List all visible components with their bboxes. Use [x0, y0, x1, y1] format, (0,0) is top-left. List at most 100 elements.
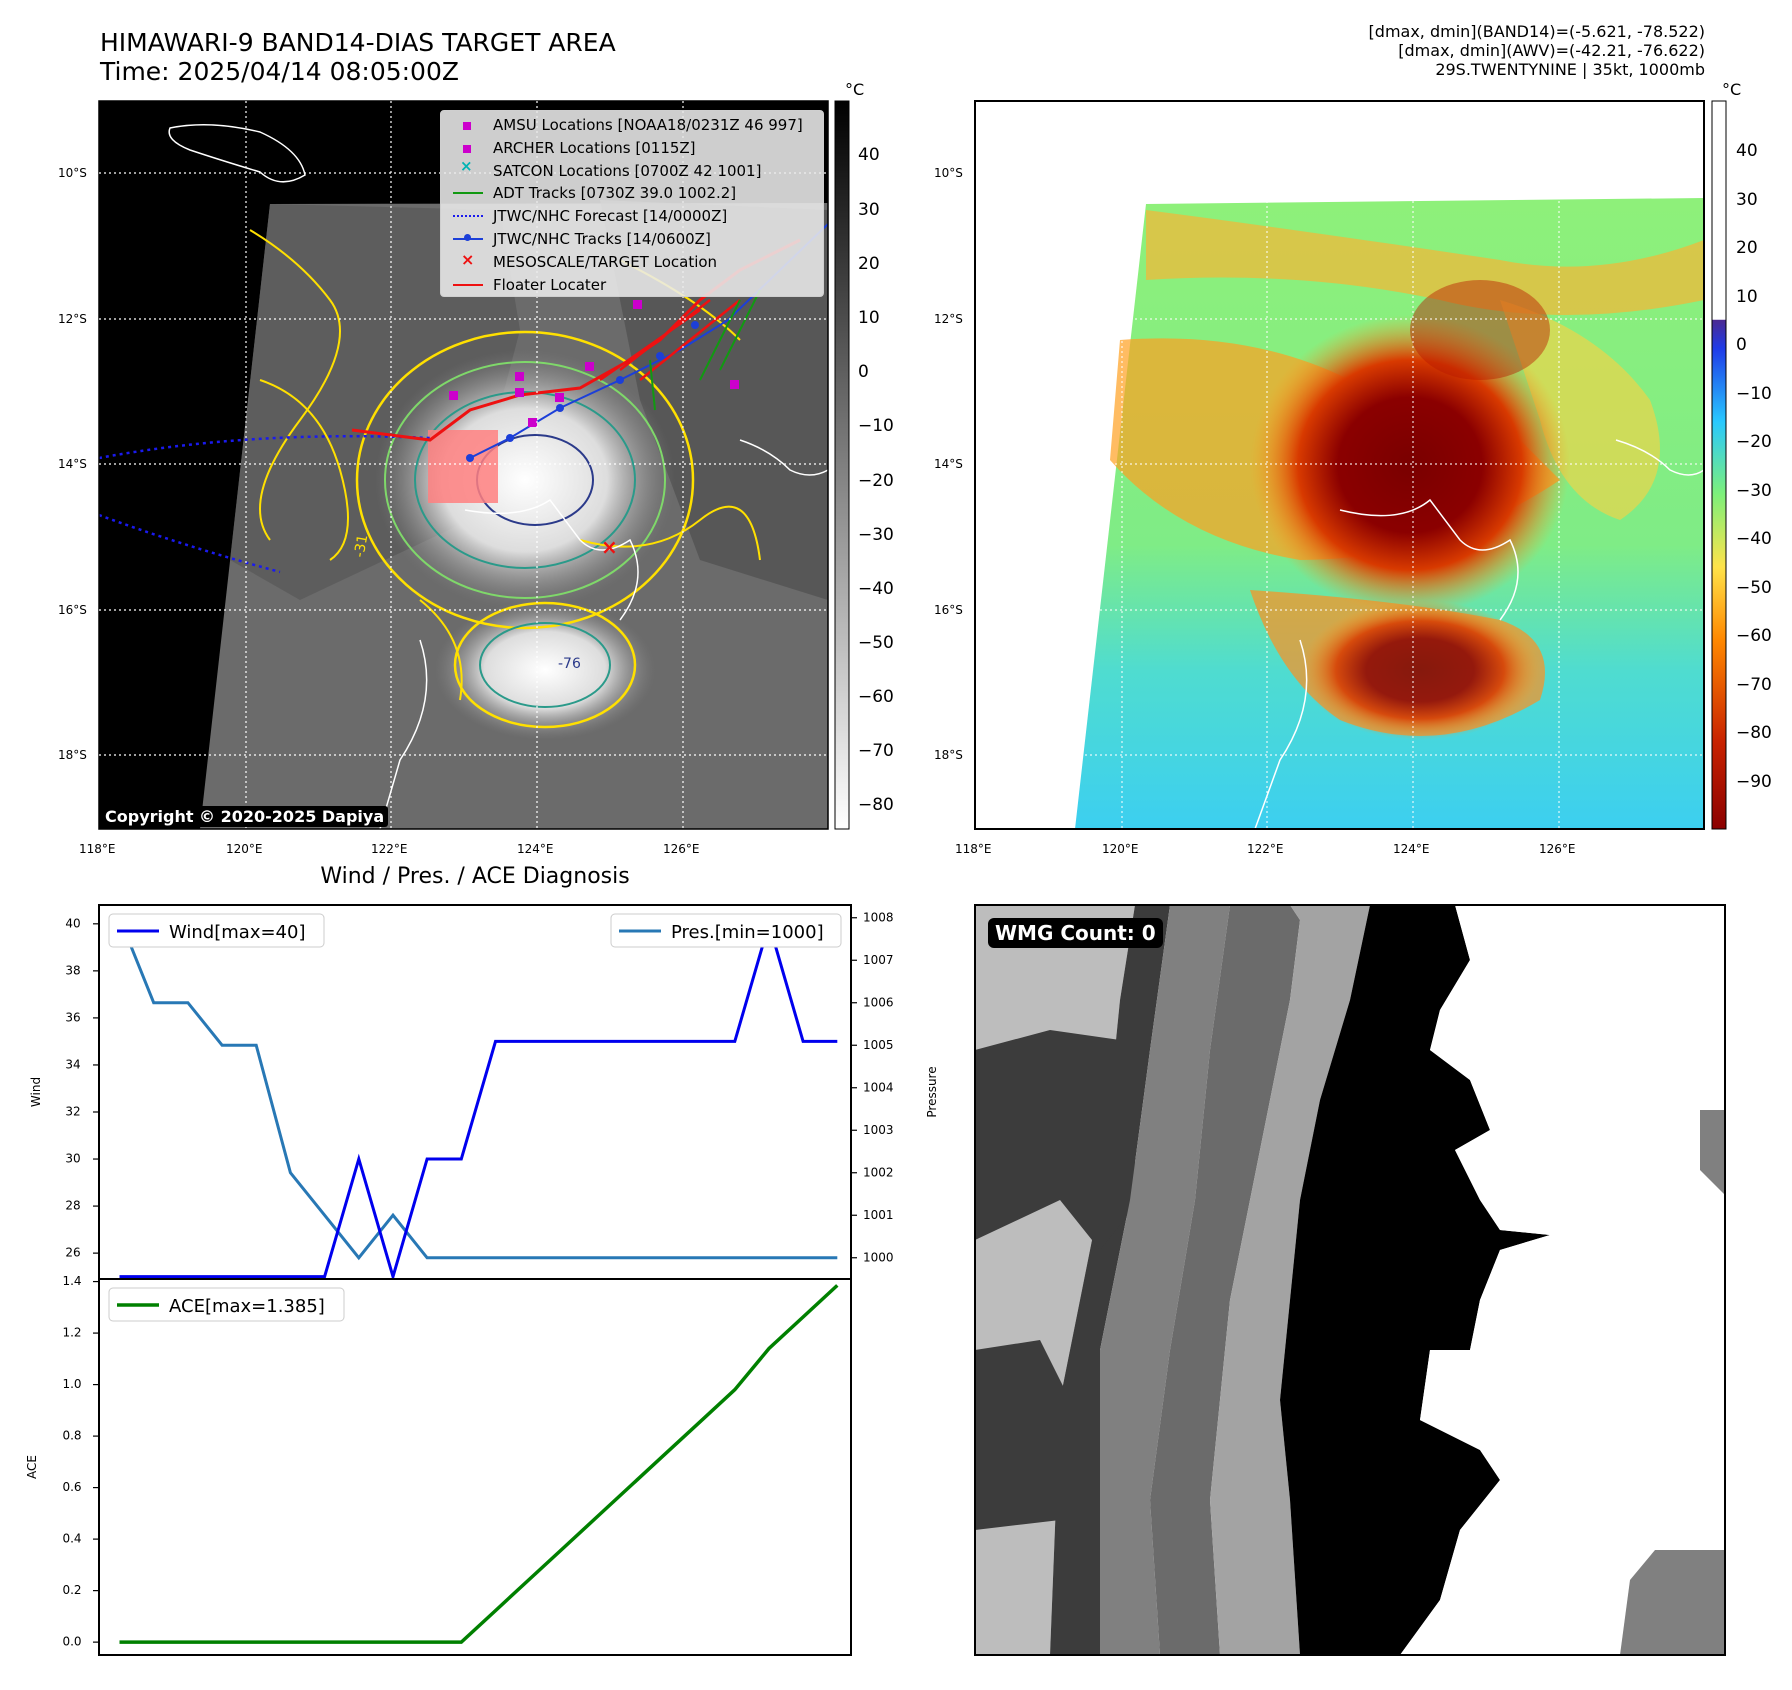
right-cbar-tick: 10 — [1736, 287, 1758, 307]
coastline — [1615, 439, 1704, 476]
left-cbar-tick: 40 — [858, 145, 880, 165]
info-line2: [dmax, dmin](AWV)=(-42.21, -76.622) — [1398, 41, 1705, 60]
wind-tick-label: 40 — [65, 916, 80, 930]
moisture-band — [1146, 210, 1704, 315]
left-colorbar-unit: °C — [845, 80, 865, 99]
right-lon-label: 120°E — [1102, 842, 1139, 856]
contour — [259, 379, 349, 561]
left-colorbar — [834, 100, 850, 830]
right-lon-label: 118°E — [955, 842, 992, 856]
right-cbar-tick: −20 — [1736, 432, 1772, 452]
right-lon-label: 126°E — [1539, 842, 1576, 856]
track-dot-icon — [464, 234, 471, 241]
wind-tick-label: 34 — [65, 1057, 80, 1071]
left-map-frame — [98, 100, 829, 830]
ace-tick-label: 1.4 — [62, 1274, 81, 1288]
moisture-band — [1500, 300, 1660, 520]
floater-box — [428, 430, 498, 503]
storm-south — [1300, 600, 1540, 740]
ace-series-line — [119, 1284, 839, 1644]
copyright-badge: Copyright © 2020-2025 Dapiya — [101, 806, 389, 827]
storm-core — [1250, 315, 1570, 615]
contour — [453, 601, 637, 729]
jtwc-forecast-track — [99, 513, 281, 574]
wind-tick-label: 36 — [65, 1010, 80, 1024]
target-marker-icon: × — [461, 250, 475, 269]
pressure-tick-label: 1005 — [863, 1038, 894, 1052]
wmg-zone — [1150, 905, 1300, 1655]
pressure-axis-label: Pressure — [925, 1066, 939, 1117]
wind-tick-label: 28 — [65, 1199, 80, 1213]
ace-tick-label: 0.6 — [62, 1480, 81, 1494]
target-location-marker: × — [601, 535, 618, 559]
left-cbar-tick: 10 — [858, 308, 880, 328]
left-cbar-tick: −30 — [858, 525, 894, 545]
left-lat-label: 16°S — [58, 603, 87, 617]
right-cbar-tick: −40 — [1736, 529, 1772, 549]
right-map-gridlines — [975, 101, 1704, 829]
wind-tick-label: 30 — [65, 1152, 80, 1166]
wind-ticks: 26 28 30 32 34 36 38 40 — [65, 916, 99, 1260]
left-cbar-tick: −70 — [858, 741, 894, 761]
coastline — [1254, 639, 1308, 829]
left-map-storm-core — [375, 350, 675, 610]
right-lat-label: 10°S — [934, 166, 963, 180]
pressure-ticks: 1000 1001 1002 1003 1004 1005 1006 1007 1008 — [851, 910, 894, 1264]
wmg-panel — [974, 904, 1726, 1656]
left-lon-label: 118°E — [79, 842, 116, 856]
ace-tick-label: 0.0 — [62, 1635, 81, 1649]
wind-tick-label: 26 — [65, 1246, 80, 1260]
ace-legend: ACE[max=1.385] — [108, 1287, 345, 1322]
left-cbar-tick: 0 — [858, 362, 869, 382]
wmg-zone — [1620, 1550, 1725, 1655]
ace-chart: 0.0 0.2 0.4 0.6 0.8 1.0 1.2 1.4 ACE[max=1.385] — [62, 1274, 852, 1656]
satcon-marker-icon: × — [460, 157, 473, 175]
archer-marker-icon — [463, 145, 471, 153]
left-lon-label: 124°E — [517, 842, 554, 856]
right-lat-label: 18°S — [934, 748, 963, 762]
right-cbar-tick: 40 — [1736, 141, 1758, 161]
right-cbar-tick: −90 — [1736, 772, 1772, 792]
wmg-zone — [1210, 905, 1370, 1655]
right-lat-label: 12°S — [934, 312, 963, 326]
wind-series-line — [119, 918, 838, 1282]
left-cbar-tick: 20 — [858, 254, 880, 274]
legend-amsu: AMSU Locations [NOAA18/0231Z 46 997] — [493, 116, 803, 134]
left-cbar-tick: 30 — [858, 200, 880, 220]
pressure-tick-label: 1000 — [863, 1250, 894, 1264]
floater-line-icon — [453, 284, 483, 286]
right-lat-label: 16°S — [934, 603, 963, 617]
pressure-tick-label: 1007 — [863, 953, 894, 967]
pressure-legend: Pres.[min=1000] — [610, 913, 842, 948]
legend-adt: ADT Tracks [0730Z 39.0 1002.2] — [493, 184, 737, 203]
left-lat-label: 14°S — [58, 457, 87, 471]
right-cbar-tick: −30 — [1736, 481, 1772, 501]
legend-target: MESOSCALE/TARGET Location — [493, 252, 718, 271]
right-cbar-tick: 20 — [1736, 238, 1758, 258]
right-cbar-tick: 0 — [1736, 335, 1747, 355]
left-lon-label: 126°E — [663, 842, 700, 856]
left-cbar-tick: −20 — [858, 471, 894, 491]
ace-tick-label: 1.0 — [62, 1377, 81, 1391]
left-cbar-tick: −10 — [858, 416, 894, 436]
legend-archer: ARCHER Locations [0115Z] — [493, 138, 696, 157]
left-lat-label: 18°S — [58, 748, 87, 762]
info-line3: 29S.TWENTYNINE | 35kt, 1000mb — [1435, 60, 1705, 79]
amsu-marker-icon — [463, 122, 471, 130]
wmg-zone — [975, 1340, 1080, 1530]
wmg-zone — [1050, 905, 1170, 1655]
left-cbar-tick: −40 — [858, 579, 894, 599]
wmg-zone — [1100, 905, 1230, 1655]
pressure-tick-label: 1008 — [863, 910, 894, 924]
right-cbar-tick: 30 — [1736, 190, 1758, 210]
pressure-tick-label: 1002 — [863, 1165, 894, 1179]
contour-label: -76 — [558, 656, 581, 672]
coastline — [168, 124, 306, 183]
pressure-legend-label: Pres.[min=1000] — [671, 922, 824, 943]
coastline — [379, 639, 428, 829]
right-colorbar-unit: °C — [1722, 80, 1742, 99]
wmg-zone — [1280, 905, 1550, 1655]
left-map-storm-south — [435, 600, 655, 740]
